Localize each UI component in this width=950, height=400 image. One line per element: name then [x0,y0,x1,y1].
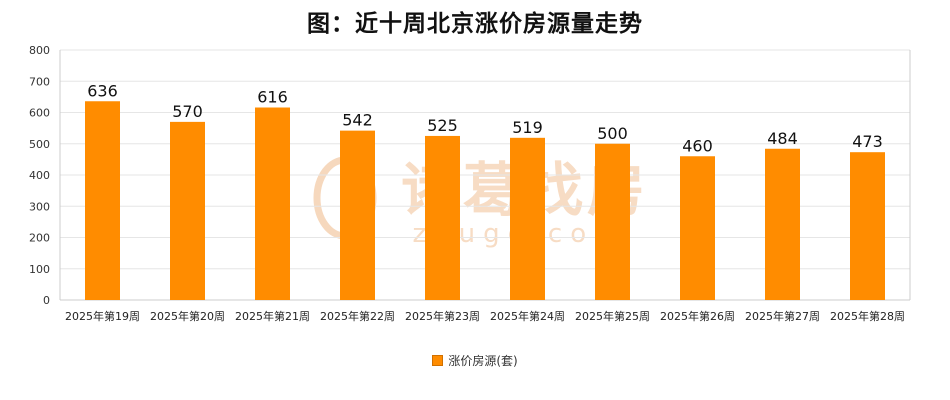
data-label: 542 [342,111,373,130]
data-label: 484 [767,129,798,148]
x-tick-label: 2025年第24周 [490,309,565,323]
legend-label: 涨价房源(套) [448,354,518,368]
bar [340,130,375,300]
bar [85,101,120,300]
x-tick-label: 2025年第28周 [830,309,905,323]
bar [170,121,205,300]
x-tick-label: 2025年第25周 [575,309,650,323]
x-tick-label: 2025年第20周 [150,309,225,323]
x-tick-label: 2025年第22周 [320,309,395,323]
bar [765,148,800,300]
x-tick-label: 2025年第19周 [65,309,140,323]
x-tick-label: 2025年第26周 [660,309,735,323]
y-tick-label: 500 [29,138,50,151]
data-label: 636 [87,81,118,100]
data-label: 616 [257,88,288,107]
y-tick-label: 700 [29,75,50,88]
data-label: 525 [427,116,458,135]
legend-swatch [432,355,444,366]
x-tick-label: 2025年第21周 [235,309,310,323]
y-tick-label: 100 [29,263,50,276]
y-tick-label: 400 [29,169,50,182]
data-label: 500 [597,124,628,143]
data-label: 519 [512,118,543,137]
x-tick-label: 2025年第23周 [405,309,480,323]
data-label: 570 [172,102,203,121]
bar [425,135,460,300]
y-tick-label: 800 [29,44,50,57]
y-tick-label: 600 [29,107,50,120]
y-tick-label: 200 [29,232,50,245]
x-tick-label: 2025年第27周 [745,309,820,323]
bar [255,107,290,300]
bar [850,152,885,300]
y-tick-label: 0 [43,294,50,307]
legend: 涨价房源(套) [0,352,950,369]
y-tick-label: 300 [29,200,50,213]
bar [510,137,545,300]
data-label: 473 [852,132,883,151]
chart-title: 图：近十周北京涨价房源量走势 [307,11,643,37]
bar [595,143,630,300]
bar [680,156,715,300]
data-label: 460 [682,136,713,155]
